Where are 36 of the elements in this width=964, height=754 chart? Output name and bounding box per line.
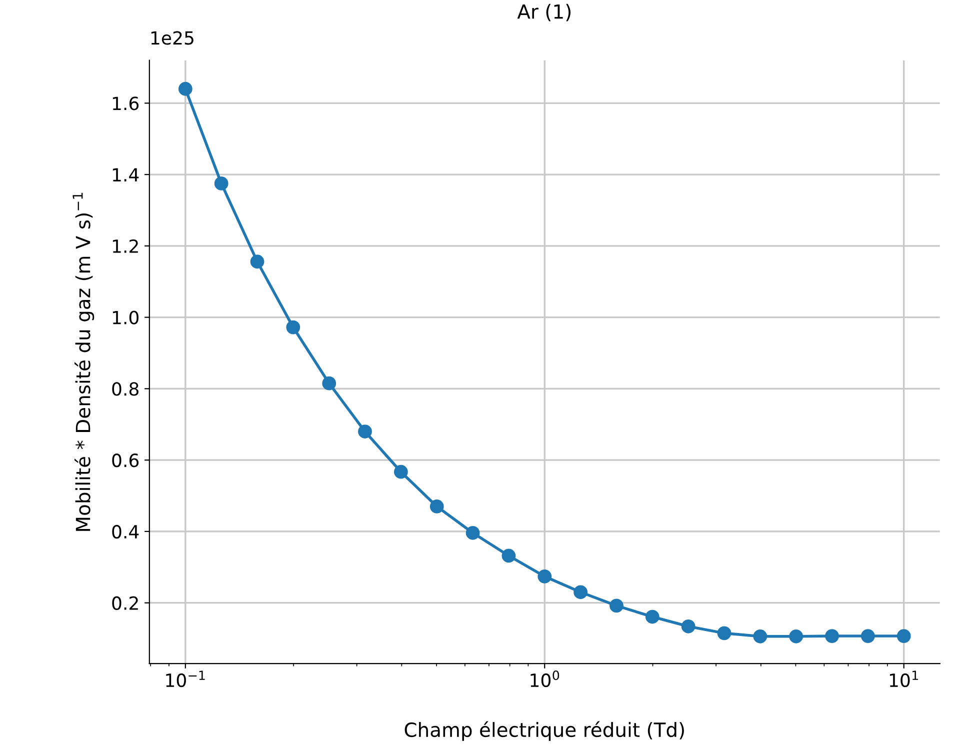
y-tick-label: 0.2: [112, 596, 138, 610]
text: 1e25: [151, 31, 194, 45]
point: [466, 526, 480, 540]
y-tick-label: 1.0: [112, 310, 138, 324]
point: [681, 619, 696, 634]
y-tick-label: 1.4: [112, 168, 139, 182]
point: [250, 254, 264, 269]
point: [322, 376, 336, 390]
point: [860, 629, 875, 643]
point: [394, 464, 408, 479]
point: [610, 598, 624, 613]
point: [178, 82, 192, 96]
point: [430, 500, 444, 514]
point: [753, 629, 768, 644]
point: [538, 569, 552, 584]
point: [825, 629, 839, 643]
point: [896, 629, 911, 643]
y-tick-label: 0.6: [112, 454, 139, 468]
chart-title: Ar (1): [517, 4, 570, 22]
y-axis-title: Mobilité * Densité du gaz (m V s)$^{−1}$: [72, 192, 94, 531]
point: [502, 548, 516, 563]
x-tick-label: 10$^{1}$: [890, 670, 918, 688]
point: [214, 176, 228, 190]
y-tick-label: 1.2: [112, 239, 138, 253]
y-tick-label: 0.4: [112, 524, 139, 539]
x-tick-label: 10$^{0}$: [530, 670, 560, 688]
point: [286, 320, 300, 334]
x-tick-label: 10$^{−1}$: [166, 670, 205, 688]
point: [358, 424, 372, 438]
y-tick-label: 1.6: [112, 96, 139, 110]
y-tick-label: 0.8: [112, 382, 138, 396]
point: [574, 585, 588, 600]
x-axis-title: Champ électrique réduit (Td): [404, 721, 684, 741]
point: [789, 629, 804, 644]
point: [717, 626, 732, 640]
point: [645, 610, 660, 624]
